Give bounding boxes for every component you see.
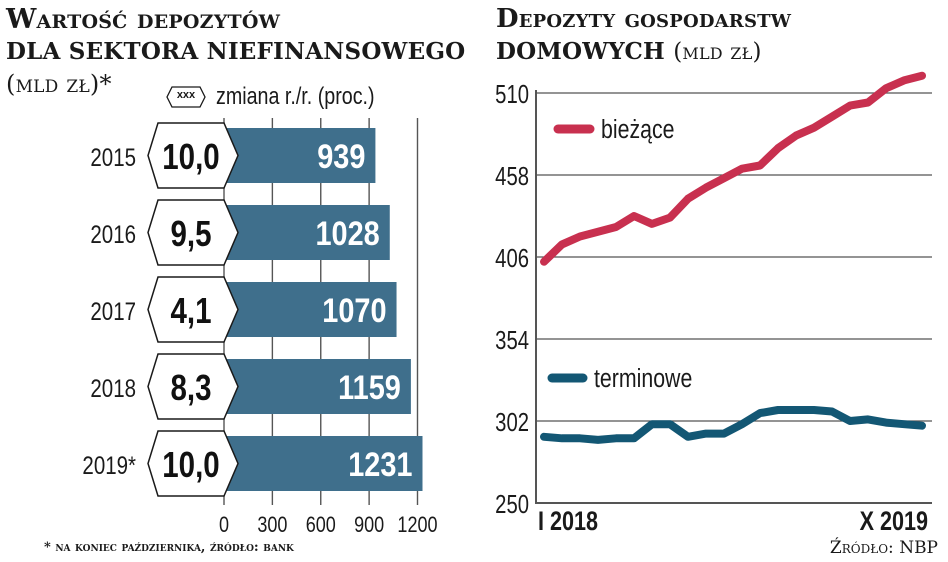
x-tick-label: 300	[257, 513, 287, 537]
y-tick-label: 250	[495, 490, 529, 519]
y-tick-label: 406	[495, 244, 529, 273]
right-source: Źródło: NBP	[829, 538, 938, 558]
year-label: 2019*	[82, 451, 136, 479]
right-chart-title-line1: Depozyty gospodarstw	[496, 4, 792, 34]
bar-chart: 0 300 600 900 1200 939 10,0 2015 1028 9,5 2016 1070…	[82, 118, 438, 537]
bar-value-label: 1159	[338, 368, 401, 407]
year-label: 2016	[90, 220, 136, 248]
x-start-label: I 2018	[538, 507, 598, 537]
x-tick-label: 900	[354, 513, 384, 537]
bar	[224, 205, 390, 260]
y-tick-label: 510	[495, 80, 529, 109]
year-label: 2015	[90, 143, 136, 171]
bar-value-label: 1070	[322, 291, 386, 330]
series-line-current	[540, 71, 926, 266]
bar-value-label: 1028	[315, 214, 379, 253]
yoy-change-label: 4,1	[170, 290, 211, 330]
bar	[224, 282, 397, 337]
yoy-hexagon-icon	[147, 276, 239, 343]
bar	[224, 359, 411, 414]
hexagon-legend-icon: xxx	[166, 86, 206, 108]
yoy-hexagon-icon	[147, 430, 239, 497]
yoy-change-label: 10,0	[162, 444, 219, 484]
bar-value-label: 939	[317, 137, 365, 176]
yoy-change-label: 8,3	[170, 367, 211, 407]
legend-label: zmiana r./r. (proc.)	[216, 83, 375, 110]
left-chart-title-line1: Wartość depozytów	[6, 4, 281, 35]
legend-term-label: terminowe	[594, 364, 692, 394]
year-label: 2018	[90, 374, 136, 402]
bar	[224, 436, 423, 491]
yoy-change-label: 10,0	[162, 136, 219, 176]
left-chart-legend: xxx zmiana r./r. (proc.)	[166, 82, 409, 112]
y-tick-label: 354	[495, 326, 529, 355]
bar-value-label: 1231	[348, 445, 412, 484]
legend-current-label: bieżące	[601, 115, 674, 145]
left-footnote: * na koniec października, źródło: bank	[44, 540, 294, 555]
yoy-hexagon-icon	[147, 353, 239, 420]
right-chart-title-line2: domowych (mld zł)	[496, 38, 762, 65]
right-chart-title-bold: domowych	[496, 38, 665, 65]
left-chart-unit: (mld zł)*	[6, 70, 112, 98]
left-chart-title-line2: dla sektora niefinansowego	[6, 38, 466, 65]
series-line-term	[540, 406, 926, 444]
bar	[224, 128, 376, 183]
y-tick-label: 458	[495, 162, 529, 191]
legend-symbol: xxx	[176, 89, 196, 101]
year-label: 2017	[90, 297, 136, 325]
line-chart: 250 302 354 406 458 510 I 2018 X 2019 bieżące ter…	[495, 71, 932, 537]
x-end-label: X 2019	[860, 507, 928, 537]
x-tick-label: 1200	[397, 513, 437, 537]
x-tick-label: 0	[219, 513, 229, 537]
yoy-hexagon-icon	[147, 122, 239, 189]
yoy-hexagon-icon	[147, 199, 239, 266]
right-chart-unit: (mld zł)	[673, 39, 762, 65]
x-tick-label: 600	[306, 513, 336, 537]
yoy-change-label: 9,5	[170, 213, 211, 253]
y-tick-label: 302	[495, 408, 529, 437]
